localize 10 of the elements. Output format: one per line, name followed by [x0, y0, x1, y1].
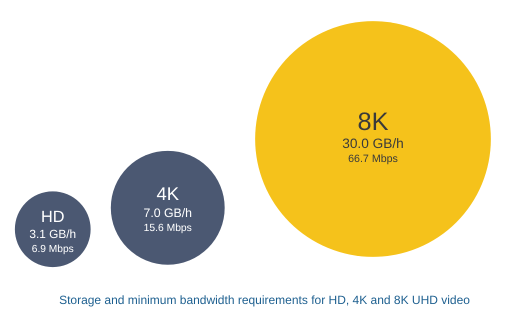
text: Storage and minimum bandwidth requirements for HD, 4K and 8K UHD video: [59, 293, 470, 307]
category-label: HD: [41, 208, 65, 226]
data-label: 30.0 GB/h: [342, 136, 404, 151]
category-label: 4K: [156, 182, 180, 204]
data-label: 6.9 Mbps: [32, 244, 74, 256]
data-label: 3.1 GB/h: [29, 227, 76, 242]
data-label: 15.6 Mbps: [144, 222, 192, 234]
data-label: 7.0 GB/h: [144, 206, 192, 220]
category-label: 8K: [358, 108, 389, 136]
data-label: 66.7 Mbps: [348, 153, 398, 165]
